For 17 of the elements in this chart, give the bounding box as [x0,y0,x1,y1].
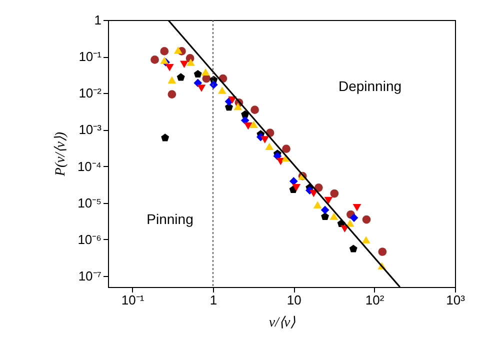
x-tick-label: 1 [210,292,218,308]
x-tick-label: 10² [365,292,385,308]
y-tick-label: 10⁻⁶ [78,232,102,247]
x-tick-label: 10³ [446,292,466,308]
y-tick-label: 10⁻³ [78,122,102,138]
x-tick-label: 10⁻¹ [121,292,145,308]
y-tick-label: 10⁻¹ [78,49,102,64]
y-axis-title: P(v/⟨v⟩) [53,132,68,178]
annotation: Depinning [338,78,402,94]
y-tick-label: 1 [94,12,102,28]
x-tick-label: 10 [286,292,302,308]
y-tick-label: 10⁻⁵ [78,195,102,210]
y-tick-label: 10⁻⁴ [77,158,102,174]
x-axis-title: v/⟨v⟩ [268,316,296,330]
y-tick-label: 10⁻⁷ [78,268,102,284]
y-tick-label: 10⁻² [78,86,102,101]
annotation: Pinning [146,211,194,227]
